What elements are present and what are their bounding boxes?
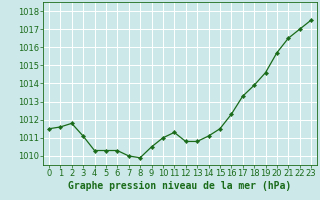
X-axis label: Graphe pression niveau de la mer (hPa): Graphe pression niveau de la mer (hPa) <box>68 181 292 191</box>
